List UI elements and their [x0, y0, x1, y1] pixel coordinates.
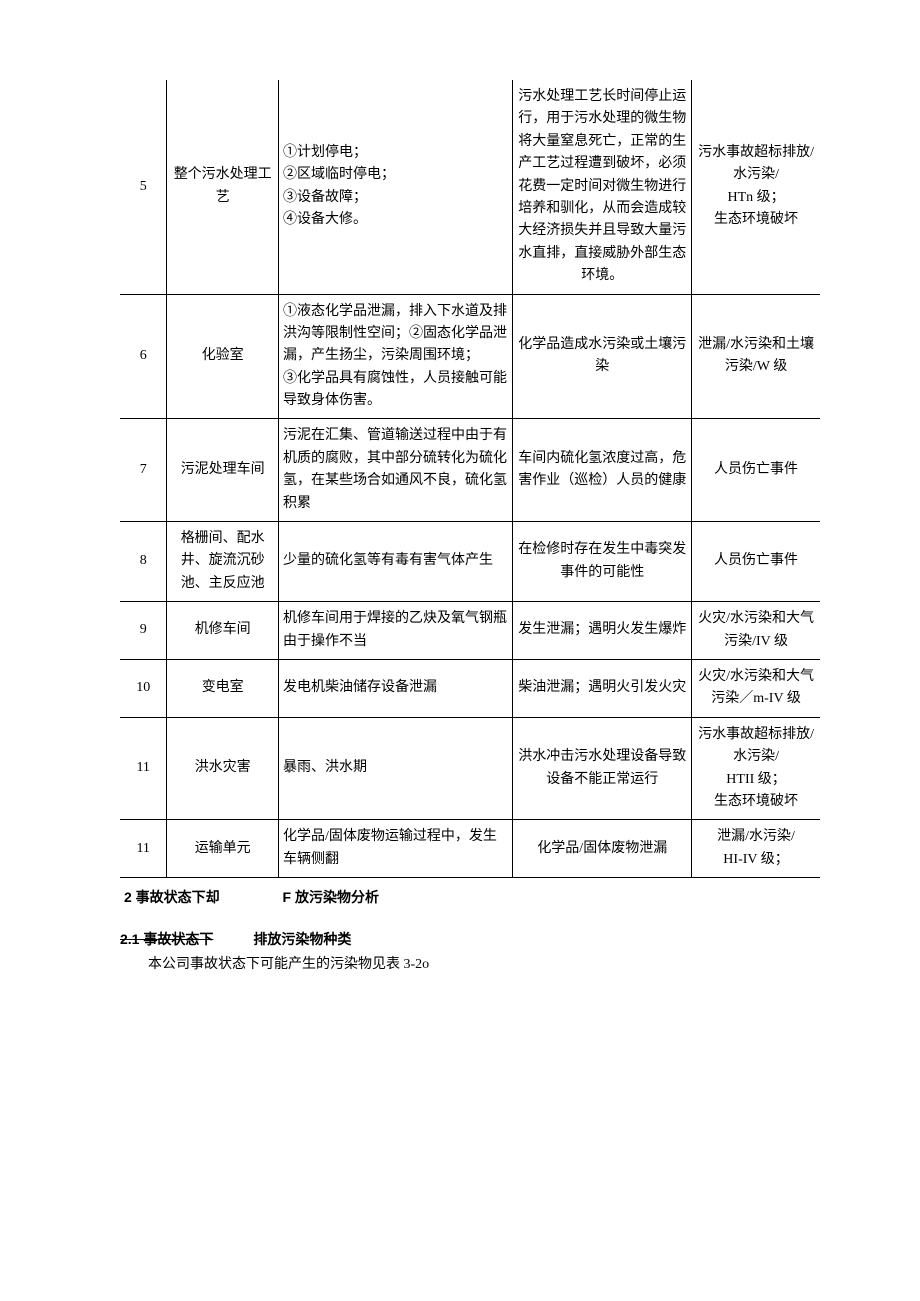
subsection-2-1: 2.1 事故状态下 排放污染物种类	[120, 929, 820, 949]
cell: 火灾/水污染和大气污染／m-IV 级	[692, 659, 820, 717]
cell: 泄漏/水污染/ HI-IV 级；	[692, 820, 820, 878]
cell: 格栅间、配水井、旋流沉砂池、主反应池	[167, 522, 279, 602]
table-row: 10变电室发电机柴油储存设备泄漏柴油泄漏；遇明火引发火灾火灾/水污染和大气污染／…	[120, 659, 820, 717]
cell: 污水事故超标排放/水污染/ HTII 级； 生态环境破坏	[692, 717, 820, 820]
cell: 化验室	[167, 294, 279, 419]
table-row: 9机修车间机修车间用于焊接的乙炔及氧气钢瓶由于操作不当发生泄漏；遇明火发生爆炸火…	[120, 602, 820, 660]
table-row: 11运输单元化学品/固体废物运输过程中，发生车辆侧翻化学品/固体废物泄漏泄漏/水…	[120, 820, 820, 878]
cell: 8	[120, 522, 167, 602]
cell: 10	[120, 659, 167, 717]
cell: 污水事故超标排放/水污染/ HTn 级； 生态环境破坏	[692, 80, 820, 294]
cell: 少量的硫化氢等有毒有害气体产生	[279, 522, 513, 602]
cell: 11	[120, 820, 167, 878]
cell: 洪水灾害	[167, 717, 279, 820]
cell: 化学品/固体废物运输过程中，发生车辆侧翻	[279, 820, 513, 878]
cell: 污水处理工艺长时间停止运行，用于污水处理的微生物将大量窒息死亡，正常的生产工艺过…	[513, 80, 692, 294]
cell: 在检修时存在发生中毒突发事件的可能性	[513, 522, 692, 602]
cell: 发电机柴油储存设备泄漏	[279, 659, 513, 717]
cell: 火灾/水污染和大气污染/IV 级	[692, 602, 820, 660]
table-row: 5整个污水处理工艺①计划停电； ②区域临时停电； ③设备故障； ④设备大修。污水…	[120, 80, 820, 294]
cell: 暴雨、洪水期	[279, 717, 513, 820]
cell: 机修车间用于焊接的乙炔及氧气钢瓶由于操作不当	[279, 602, 513, 660]
table-row: 7污泥处理车间污泥在汇集、管道输送过程中由于有机质的腐败，其中部分硫转化为硫化氢…	[120, 419, 820, 522]
cell: ①液态化学品泄漏，排入下水道及排洪沟等限制性空间；②固态化学品泄漏，产生扬尘，污…	[279, 294, 513, 419]
cell: 柴油泄漏；遇明火引发火灾	[513, 659, 692, 717]
table-row: 6化验室①液态化学品泄漏，排入下水道及排洪沟等限制性空间；②固态化学品泄漏，产生…	[120, 294, 820, 419]
cell: ①计划停电； ②区域临时停电； ③设备故障； ④设备大修。	[279, 80, 513, 294]
cell: 发生泄漏；遇明火发生爆炸	[513, 602, 692, 660]
cell: 6	[120, 294, 167, 419]
sub21-left: 2.1 事故状态下	[120, 931, 213, 947]
cell: 污泥在汇集、管道输送过程中由于有机质的腐败，其中部分硫转化为硫化氢，在某些场合如…	[279, 419, 513, 522]
cell: 车间内硫化氢浓度过高，危害作业（巡检）人员的健康	[513, 419, 692, 522]
section-2-right: F 放污染物分析	[279, 878, 820, 915]
cell: 洪水冲击污水处理设备导致设备不能正常运行	[513, 717, 692, 820]
cell: 5	[120, 80, 167, 294]
cell: 人员伤亡事件	[692, 419, 820, 522]
cell: 污泥处理车间	[167, 419, 279, 522]
cell: 人员伤亡事件	[692, 522, 820, 602]
cell: 化学品造成水污染或土壤污染	[513, 294, 692, 419]
section-2-left: 2 事故状态下却	[120, 878, 279, 915]
cell: 机修车间	[167, 602, 279, 660]
cell: 11	[120, 717, 167, 820]
cell: 9	[120, 602, 167, 660]
cell: 化学品/固体废物泄漏	[513, 820, 692, 878]
cell: 运输单元	[167, 820, 279, 878]
cell: 7	[120, 419, 167, 522]
body-text: 本公司事故状态下可能产生的污染物见表 3-2o	[120, 953, 820, 973]
table-row: 11洪水灾害暴雨、洪水期洪水冲击污水处理设备导致设备不能正常运行污水事故超标排放…	[120, 717, 820, 820]
cell: 整个污水处理工艺	[167, 80, 279, 294]
risk-table: 5整个污水处理工艺①计划停电； ②区域临时停电； ③设备故障； ④设备大修。污水…	[120, 80, 820, 915]
cell: 变电室	[167, 659, 279, 717]
sub21-right: 排放污染物种类	[253, 931, 351, 947]
cell: 泄漏/水污染和土壤污染/W 级	[692, 294, 820, 419]
table-row: 8格栅间、配水井、旋流沉砂池、主反应池少量的硫化氢等有毒有害气体产生在检修时存在…	[120, 522, 820, 602]
